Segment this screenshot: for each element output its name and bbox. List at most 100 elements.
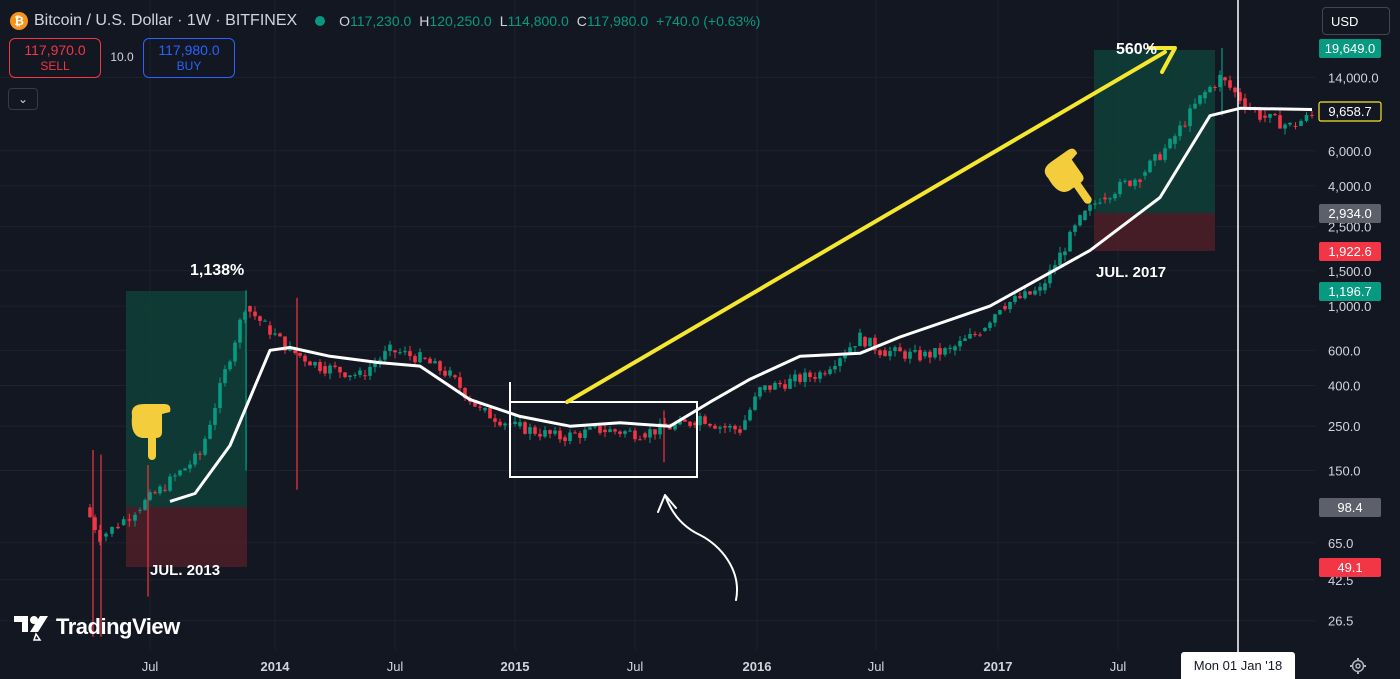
candle-body <box>1053 265 1057 270</box>
candle-body <box>278 333 282 337</box>
y-tick-label: 6,000.0 <box>1328 144 1371 159</box>
moving-average-line <box>169 106 1313 503</box>
candle-body <box>273 333 277 335</box>
candle-body <box>308 361 312 366</box>
candle-body <box>853 346 857 348</box>
gear-icon[interactable] <box>1348 656 1368 676</box>
candle-body <box>668 427 672 430</box>
candle-body <box>318 362 322 372</box>
candle-body <box>818 372 822 379</box>
candle-body <box>153 492 157 494</box>
candle-body <box>138 509 142 511</box>
candle-body <box>1103 197 1107 200</box>
candle-body <box>743 420 747 430</box>
candle-body <box>603 429 607 433</box>
candle-body <box>1288 122 1292 125</box>
currency-select[interactable]: USD <box>1322 7 1390 35</box>
candle-body <box>238 319 242 343</box>
market-status-dot <box>315 16 326 26</box>
candle-body <box>283 336 287 351</box>
candle-body <box>353 374 357 376</box>
candle-body <box>303 355 307 362</box>
candle-body <box>423 357 427 359</box>
price-tag-label: 2,934.0 <box>1328 206 1371 221</box>
candle-body <box>428 358 432 364</box>
candle-body <box>903 351 907 359</box>
candle-body <box>938 348 942 355</box>
candle-body <box>373 363 377 367</box>
candle-body <box>1133 179 1137 186</box>
buy-button[interactable]: 117,980.0 BUY <box>143 38 235 78</box>
symbol-title[interactable]: Bitcoin / U.S. Dollar · 1W · BITFINEX <box>34 12 298 29</box>
candle-body <box>1148 160 1152 173</box>
candle-body <box>653 429 657 435</box>
candle-body <box>498 421 502 426</box>
candle-body <box>713 425 717 429</box>
sell-label: SELL <box>40 59 70 73</box>
candle-body <box>528 427 532 434</box>
candle-body <box>518 422 522 427</box>
candle-body <box>918 350 922 361</box>
candle-body <box>678 419 682 425</box>
candle-body <box>638 439 642 441</box>
candle-body <box>88 507 92 518</box>
sell-price: 117,970.0 <box>24 42 86 58</box>
candle-body <box>703 416 707 424</box>
price-tag <box>1319 498 1381 517</box>
long-position-loss-zone-2013 <box>126 507 247 567</box>
candle-body <box>763 385 767 390</box>
candle-body <box>1238 92 1242 101</box>
candle-body <box>443 370 447 376</box>
candle-body <box>1008 301 1012 310</box>
candle-body <box>848 347 852 354</box>
symbol-header[interactable]: ₿ Bitcoin / U.S. Dollar · 1W · BITFINEX … <box>10 8 768 34</box>
date-label-2017: JUL. 2017 <box>1096 264 1166 281</box>
candle-body <box>1028 291 1032 295</box>
candle-body <box>218 383 222 408</box>
candle-body <box>878 350 882 356</box>
candle-body <box>643 433 647 438</box>
candle-body <box>1268 113 1272 118</box>
candle-body <box>233 342 237 362</box>
candle-body <box>408 351 412 357</box>
candle-body <box>783 384 787 389</box>
candle-body <box>1068 231 1072 252</box>
candle-body <box>133 514 137 521</box>
candle-body <box>393 350 397 353</box>
x-tick-label: 2014 <box>261 659 291 674</box>
candle-body <box>1273 113 1277 116</box>
candle-body <box>1118 181 1122 195</box>
candle-body <box>433 361 437 364</box>
price-tag <box>1319 282 1381 301</box>
candle-body <box>598 426 602 433</box>
candle-body <box>803 372 807 382</box>
collapse-button[interactable]: ⌄ <box>8 88 38 110</box>
candle-body <box>458 377 462 388</box>
candle-body <box>553 430 557 434</box>
candle-body <box>788 378 792 389</box>
candle-body <box>778 382 782 385</box>
candle-body <box>1013 296 1017 302</box>
candle-body <box>168 476 172 491</box>
sell-button[interactable]: 117,970.0 SELL <box>9 38 101 78</box>
candle-body <box>163 489 167 491</box>
candle-body <box>533 427 537 434</box>
candle-body <box>1058 252 1062 266</box>
candle-body <box>438 361 442 371</box>
candle-body <box>1138 179 1142 182</box>
candle-body <box>121 519 126 525</box>
candle-body <box>648 429 652 438</box>
candle-body <box>343 372 347 378</box>
candle-body <box>723 426 727 428</box>
handdrawn-arrow <box>657 494 738 601</box>
candle-body <box>548 430 552 434</box>
candle-body <box>708 423 712 426</box>
price-tag-label: 19,649.0 <box>1325 41 1376 56</box>
spread-value: 10.0 <box>110 50 134 64</box>
candle-body <box>203 438 207 455</box>
candle-body <box>208 424 212 439</box>
candle-body <box>127 519 132 521</box>
candle-body <box>313 362 317 366</box>
candle-body <box>958 340 962 347</box>
